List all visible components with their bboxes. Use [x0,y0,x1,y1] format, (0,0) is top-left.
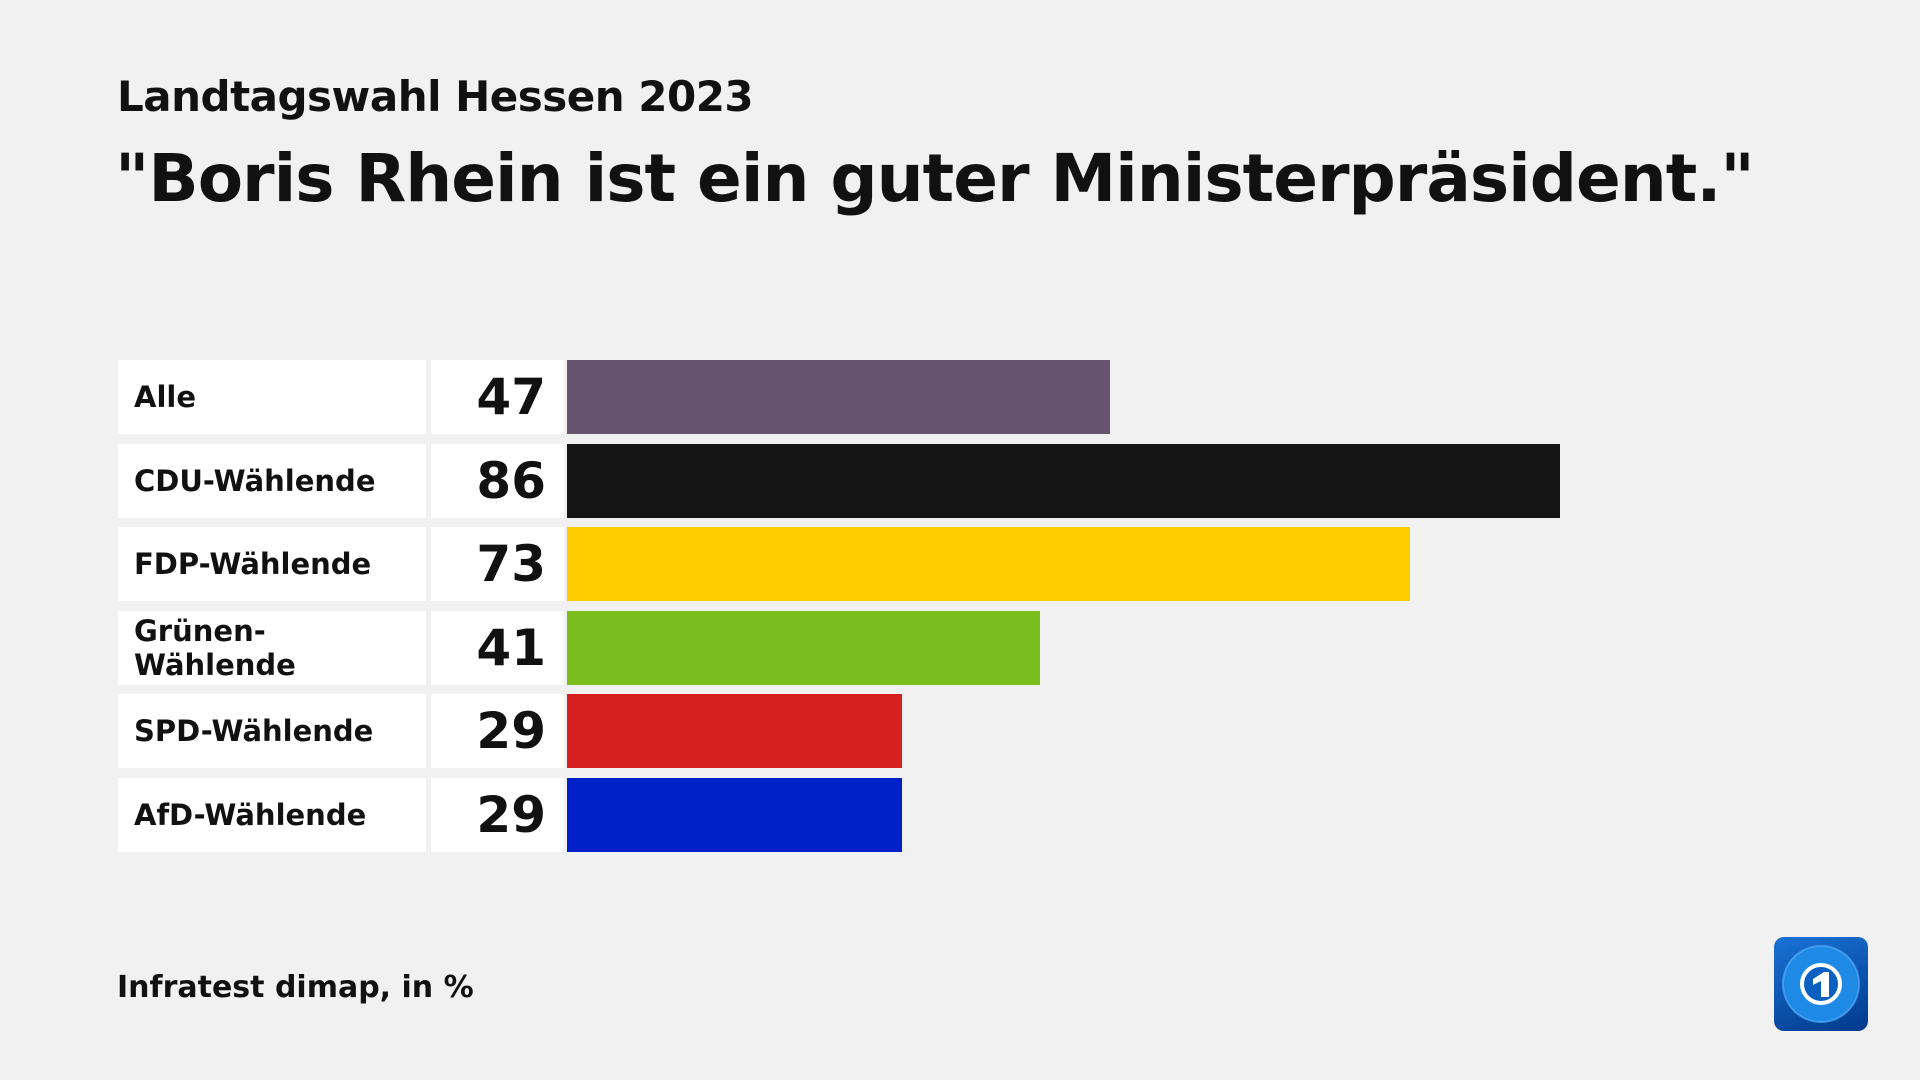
category-label: AfD-Wählende [118,777,426,852]
chart-subtitle: Landtagswahl Hessen 2023 [117,72,754,121]
data-label: 41 [431,610,564,685]
bar [567,360,1110,434]
category-label: SPD-Wählende [118,694,426,768]
bar [567,694,902,768]
data-label: 86 [431,443,564,518]
category-label: Grünen-Wählende [118,610,426,685]
chart-title: "Boris Rhein ist ein guter Ministerpräsi… [115,140,1755,217]
data-label: 47 [431,360,564,434]
data-label: 73 [431,527,564,601]
data-label: 29 [431,694,564,768]
bar [567,443,1560,518]
source-note: Infratest dimap, in % [117,970,474,1005]
category-label: FDP-Wählende [118,527,426,601]
data-label: 29 [431,777,564,852]
bar [567,777,902,852]
tagesschau-logo-icon [1774,937,1868,1031]
bar [567,610,1041,685]
category-label: CDU-Wählende [118,443,426,518]
bar [567,527,1410,601]
category-label: Alle [118,360,426,434]
